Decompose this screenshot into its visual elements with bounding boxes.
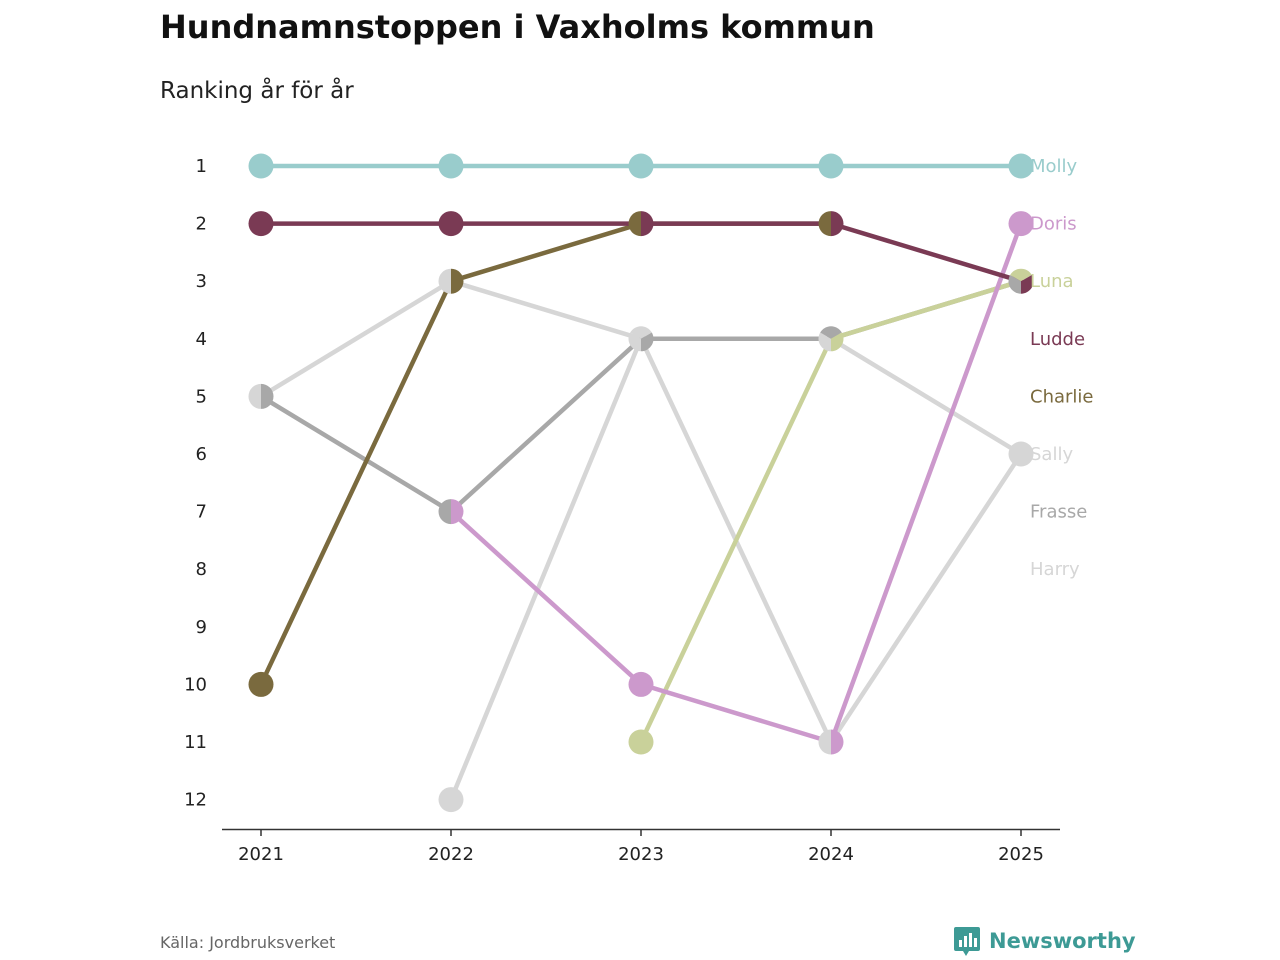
line-charlie-2021-2022 (258, 278, 454, 687)
newsworthy-logo-icon (954, 927, 980, 956)
point-ludde-2022-rank-2 (438, 211, 464, 237)
point-luna-2023-rank-11 (628, 729, 654, 755)
series-lines (258, 163, 1024, 802)
point-charlie-2021-rank-10 (248, 671, 274, 697)
y-tick-label-6: 6 (196, 444, 207, 465)
point-sally-2024-rank-4 (818, 332, 831, 352)
series-label-harry: Harry (1030, 559, 1080, 580)
y-tick-label-8: 8 (196, 559, 207, 580)
series-label-molly: Molly (1030, 156, 1078, 177)
x-tick-label-2023: 2023 (618, 844, 664, 865)
point-luna-2025-rank-3 (1010, 268, 1032, 282)
point-charlie-2024-rank-2 (818, 211, 831, 237)
y-tick-label-1: 1 (196, 156, 207, 177)
point-doris-2025-rank-2 (1008, 211, 1034, 237)
point-sally-2021-rank-5 (248, 383, 261, 409)
series-label-frasse: Frasse (1030, 502, 1087, 523)
point-molly-2022-rank-1 (438, 153, 464, 179)
point-ludde-2025-rank-3 (1021, 274, 1034, 294)
line-ludde-2024-2025 (828, 221, 1024, 284)
point-molly-2024-rank-1 (818, 153, 844, 179)
point-doris-2022-rank-7 (451, 499, 464, 525)
x-tick-label-2022: 2022 (428, 844, 474, 865)
y-tick-label-10: 10 (184, 674, 207, 695)
point-molly-2025-rank-1 (1008, 153, 1034, 179)
y-tick-label-3: 3 (196, 271, 207, 292)
series-labels: Molly Doris Luna Ludde Charlie Sally Frasse Har… (1030, 156, 1093, 580)
y-tick-label-12: 12 (184, 790, 207, 811)
point-harry-2022-rank-12 (438, 787, 464, 813)
point-frasse-2023-rank-4 (641, 332, 654, 352)
point-harry-2023-rank-4 (628, 332, 641, 352)
y-tick-label-11: 11 (184, 732, 207, 753)
series-label-luna: Luna (1030, 271, 1074, 292)
line-doris-2022-2023 (448, 509, 644, 687)
point-ludde-2024-rank-2 (831, 211, 844, 237)
point-doris-2023-rank-10 (628, 671, 654, 697)
point-sally-2025-rank-6 (1021, 441, 1034, 467)
point-frasse-2022-rank-7 (438, 499, 451, 525)
series-points (248, 153, 1034, 813)
series-label-sally: Sally (1030, 444, 1073, 465)
point-charlie-2022-rank-3 (451, 268, 464, 294)
y-tick-label-4: 4 (196, 329, 207, 350)
brand-name: Newsworthy (989, 929, 1136, 953)
series-label-ludde: Ludde (1030, 329, 1085, 350)
point-luna-2024-rank-4 (831, 332, 844, 352)
line-harry-2022-2023 (448, 336, 644, 802)
y-tick-label-5: 5 (196, 386, 207, 407)
point-harry-2024-rank-11 (818, 729, 831, 755)
point-ludde-2021-rank-2 (248, 211, 274, 237)
point-charlie-2023-rank-2 (628, 211, 641, 237)
y-tick-label-7: 7 (196, 502, 207, 523)
line-doris-2023-2024 (638, 682, 834, 745)
series-label-charlie: Charlie (1030, 386, 1093, 407)
point-frasse-2021-rank-5 (261, 383, 274, 409)
y-tick-label-9: 9 (196, 617, 207, 638)
point-molly-2023-rank-1 (628, 153, 654, 179)
point-doris-2024-rank-11 (831, 729, 844, 755)
series-label-doris: Doris (1030, 214, 1077, 235)
point-molly-2021-rank-1 (248, 153, 274, 179)
point-ludde-2023-rank-2 (641, 211, 654, 237)
point-frasse-2025-rank-3 (1008, 274, 1021, 294)
x-tick-label-2024: 2024 (808, 844, 854, 865)
line-frasse-2021-2022 (258, 394, 454, 514)
line-sally-2022-2023 (448, 278, 644, 342)
y-tick-label-2: 2 (196, 214, 207, 235)
chart-subtitle: Ranking år för år (160, 78, 354, 104)
source-note: Källa: Jordbruksverket (160, 933, 336, 952)
point-harry-2025-rank-6 (1008, 441, 1021, 467)
line-harry-2024-2025 (828, 451, 1024, 745)
line-luna-2023-2024 (638, 336, 834, 745)
point-sally-2022-rank-3 (438, 268, 451, 294)
line-doris-2024-2025 (828, 221, 1024, 745)
line-sally-2021-2022 (258, 278, 454, 399)
chart-title: Hundnamnstoppen i Vaxholms kommun (160, 8, 875, 46)
brand[interactable]: Newsworthy (953, 925, 1136, 957)
line-luna-2024-2025 (828, 278, 1024, 342)
x-tick-label-2025: 2025 (998, 844, 1044, 865)
line-charlie-2022-2023 (448, 221, 644, 284)
line-frasse-2022-2023 (448, 336, 644, 514)
line-sally-2024-2025 (828, 336, 1024, 457)
x-tick-label-2021: 2021 (238, 844, 284, 865)
